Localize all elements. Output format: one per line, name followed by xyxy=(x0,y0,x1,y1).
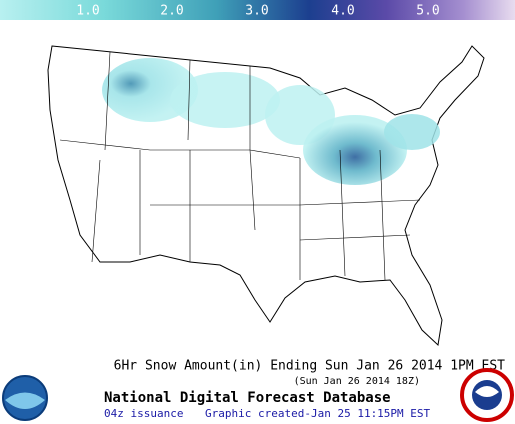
database-name: National Digital Forecast Database xyxy=(104,390,391,406)
map-title: 6Hr Snow Amount(in) Ending Sun Jan 26 20… xyxy=(114,359,506,374)
legend-label: 1.0 xyxy=(76,4,99,19)
color-bar xyxy=(0,0,515,20)
legend-label: 5.0 xyxy=(416,4,439,19)
noaa-logo xyxy=(2,375,48,421)
legend-label: 3.0 xyxy=(245,4,268,19)
nws-logo xyxy=(460,368,514,422)
snow-areas xyxy=(102,58,440,185)
state-lines xyxy=(59,51,421,281)
created-time: Graphic created-Jan 25 11:15PM EST xyxy=(205,407,431,420)
valid-time: (Sun Jan 26 2014 18Z) xyxy=(294,376,420,387)
legend-labels: 1.0 2.0 3.0 4.0 5.0 xyxy=(76,4,439,19)
legend-label: 4.0 xyxy=(331,4,354,19)
legend-label: 2.0 xyxy=(160,4,183,19)
issuance: 04z issuance xyxy=(104,407,183,420)
